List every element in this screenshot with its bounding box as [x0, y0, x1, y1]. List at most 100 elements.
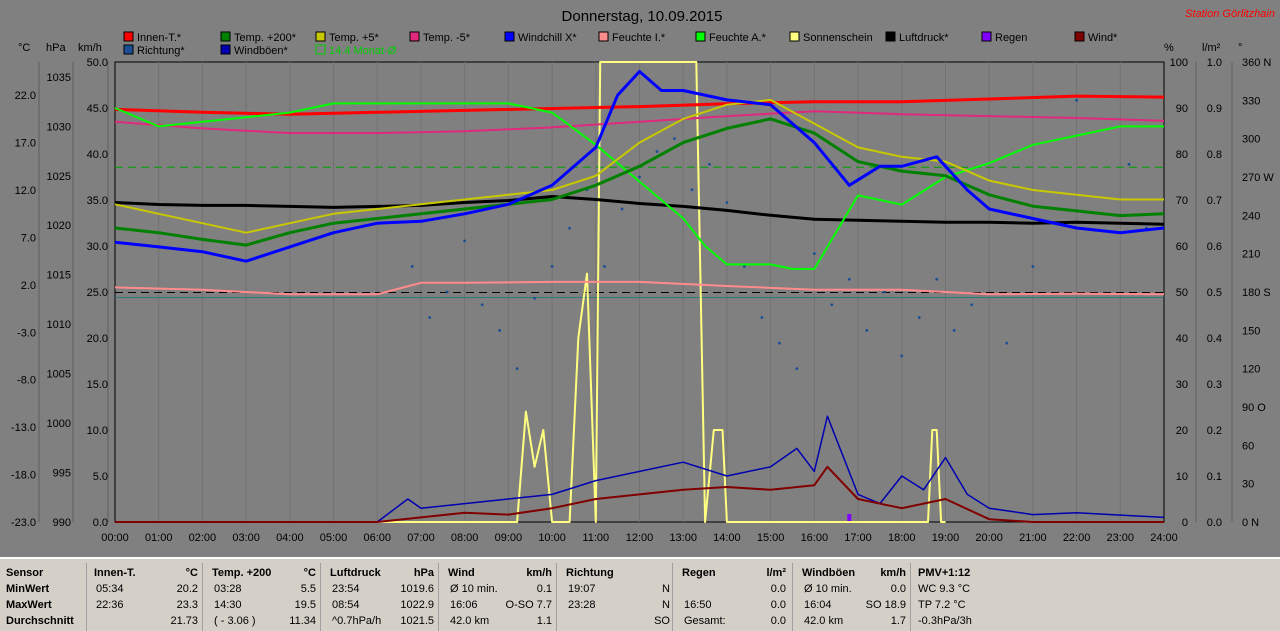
- y-tick-pressure_hpa: 995: [53, 468, 71, 480]
- legend-swatch-feuchte-i[interactable]: [598, 31, 609, 42]
- direction-point: [777, 341, 781, 345]
- y-tick-pressure_hpa: 990: [53, 517, 71, 529]
- y-tick-direction: 180 S: [1242, 287, 1271, 299]
- legend-label-temp-200: Temp. +200*: [234, 32, 297, 44]
- y-tick-pressure_hpa: 1015: [47, 270, 71, 282]
- series-line-feuchte-a: [114, 102, 1164, 270]
- stats-innen-label: 05:34: [96, 583, 124, 595]
- stats-wind-unit: km/h: [526, 567, 552, 579]
- stats-wind-title: Wind: [448, 567, 475, 579]
- direction-point: [935, 277, 939, 281]
- legend-swatch-sonnenschein[interactable]: [789, 31, 800, 42]
- y-tick-humidity: 30: [1176, 379, 1188, 391]
- legend-swatch-innen-t[interactable]: [123, 31, 134, 42]
- stats-pmv-group: PMV+1:12 WC 9.3 °C TP 7.2 °C -0.3hPa/3h: [918, 563, 1028, 631]
- stats-wind-value: 1.1: [536, 615, 552, 627]
- stats-luft-label: 08:54: [332, 599, 360, 611]
- x-tick-label: 18:00: [888, 532, 916, 544]
- legend-swatch-windchill-x[interactable]: [504, 31, 515, 42]
- legend-label-richtung: Richtung*: [137, 45, 185, 57]
- stats-luft-unit: hPa: [413, 567, 434, 579]
- direction-point: [865, 328, 869, 332]
- direction-point: [1127, 162, 1131, 166]
- direction-points: [410, 98, 1148, 522]
- series-line-temp-200: [114, 117, 1165, 247]
- direction-point: [550, 265, 554, 268]
- stats-sensor-group: Sensor MinWert MaxWert Durchschnitt: [6, 563, 87, 631]
- stats-windboeen-group: Windböen km/h Ø 10 min. 0.0 16:04 SO 18.9 42.0…: [800, 563, 911, 631]
- y-tick-direction: 360 N: [1242, 57, 1271, 69]
- stats-temp-label: ( - 3.06 ): [214, 615, 256, 627]
- legend-swatch-temp-200[interactable]: [220, 31, 231, 42]
- axis-unit-pressure: hPa: [46, 42, 66, 54]
- y-tick-temp_c: -3.0: [17, 327, 36, 339]
- legend-swatch-regen[interactable]: [981, 31, 992, 42]
- stats-temp-unit: °C: [303, 567, 316, 579]
- y-tick-direction: 90 O: [1242, 402, 1266, 414]
- y-tick-temp_c: 22.0: [15, 90, 36, 102]
- statistics-panel: Sensor MinWert MaxWert Durchschnitt Inne…: [0, 557, 1280, 631]
- y-tick-humidity: 90: [1176, 103, 1188, 115]
- legend-swatch-feuchte-a[interactable]: [695, 31, 706, 42]
- direction-point: [568, 226, 571, 230]
- direction-point: [952, 328, 956, 332]
- x-tick-label: 17:00: [844, 532, 872, 544]
- series-layer: [114, 61, 1165, 523]
- x-tick-label: 23:00: [1107, 532, 1135, 544]
- legend-swatch-14-4-monat[interactable]: [315, 44, 326, 55]
- y-tick-direction: 0 N: [1242, 517, 1259, 529]
- stats-row-label-avg: Durchschnitt: [6, 615, 74, 627]
- direction-point: [603, 265, 606, 268]
- y-tick-rain: 1.0: [1207, 57, 1222, 69]
- stats-boen-label: 16:04: [804, 599, 832, 611]
- legend-swatch-temp-5[interactable]: [409, 31, 420, 42]
- legend-swatch-richtung[interactable]: [123, 44, 134, 55]
- x-tick-label: 22:00: [1063, 532, 1091, 544]
- stats-row-label-max: MaxWert: [6, 599, 52, 611]
- y-tick-direction: 150: [1242, 325, 1260, 337]
- direction-point: [620, 207, 624, 211]
- legend-label-windchill-x: Windchill X*: [518, 32, 577, 44]
- stats-wind-value: 0.1: [536, 583, 552, 595]
- x-tick-label: 11:00: [582, 532, 609, 544]
- y-tick-direction: 30: [1242, 479, 1254, 491]
- direction-point: [812, 252, 816, 256]
- x-tick-label: 00:00: [101, 532, 129, 544]
- axis-units: °C hPa km/h% l/m² °: [18, 42, 1242, 522]
- stats-innen-group: Innen-T. °C 05:34 20.2 22:36 23.3 21.73: [92, 563, 203, 631]
- stats-boen-title: Windböen: [802, 567, 856, 579]
- direction-point: [1031, 265, 1035, 268]
- legend-swatch-luftdruck[interactable]: [885, 31, 896, 42]
- stats-luft-label: ^0.7hPa/h: [332, 615, 382, 627]
- legend-swatch-wind[interactable]: [1074, 31, 1085, 42]
- legend-swatch-windb-en[interactable]: [220, 44, 231, 55]
- stats-luft-value: 1021.5: [400, 615, 434, 627]
- y-tick-rain: 0.0: [1207, 517, 1222, 529]
- series-line-luftdruck: [114, 195, 1165, 226]
- stats-boen-value: 0.0: [890, 583, 906, 595]
- y-tick-humidity: 80: [1176, 149, 1188, 161]
- legend-label-innen-t: Innen-T.*: [137, 32, 182, 44]
- x-tick-label: 02:00: [189, 532, 217, 544]
- axis-ticks: 00:00 01:00 02:00 03:00 04:00 05:00 06:00 07:00…: [11, 57, 1274, 544]
- y-tick-rain: 0.6: [1207, 241, 1222, 253]
- series-line-innen-t: [114, 94, 1165, 116]
- stats-richtung-title: Richtung: [566, 567, 614, 579]
- y-tick-humidity: 40: [1176, 333, 1188, 345]
- stats-temp-label: 03:28: [214, 583, 242, 595]
- legend-label-temp-5: Temp. +5*: [329, 32, 380, 44]
- y-tick-rain: 0.7: [1207, 195, 1222, 207]
- direction-point: [795, 367, 799, 371]
- y-tick-direction: 270 W: [1242, 172, 1274, 184]
- x-tick-label: 03:00: [232, 532, 260, 544]
- x-tick-label: 16:00: [801, 532, 829, 544]
- legend-swatch-temp-5[interactable]: [315, 31, 326, 42]
- y-tick-temp_c: -13.0: [11, 422, 36, 434]
- y-tick-pressure_hpa: 1035: [47, 72, 71, 84]
- series-line-sonnenschein: [115, 61, 946, 523]
- y-tick-humidity: 60: [1176, 241, 1188, 253]
- y-tick-rain: 0.9: [1207, 103, 1222, 115]
- x-tick-label: 08:00: [451, 532, 479, 544]
- direction-point: [533, 296, 536, 300]
